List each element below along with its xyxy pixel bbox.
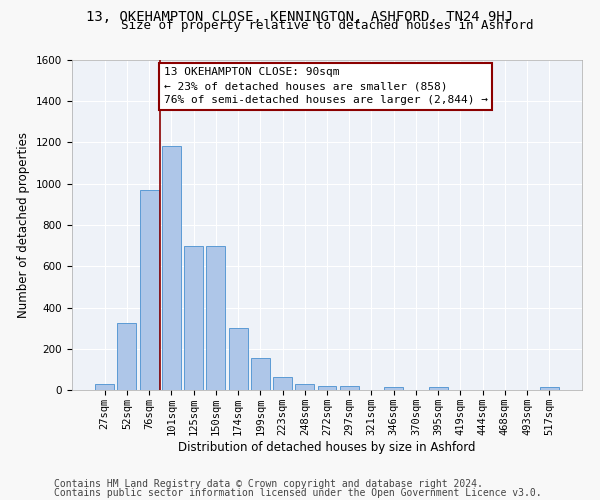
Text: Contains public sector information licensed under the Open Government Licence v3: Contains public sector information licen… [54, 488, 542, 498]
Bar [184, 246, 203, 390]
Text: 13 OKEHAMPTON CLOSE: 90sqm
← 23% of detached houses are smaller (858)
76% of sem: 13 OKEHAMPTON CLOSE: 90sqm ← 23% of deta… [164, 67, 488, 105]
Text: Contains HM Land Registry data © Crown copyright and database right 2024.: Contains HM Land Registry data © Crown c… [54, 479, 483, 489]
Bar [118, 323, 136, 390]
Bar [95, 384, 114, 390]
Text: 13, OKEHAMPTON CLOSE, KENNINGTON, ASHFORD, TN24 9HJ: 13, OKEHAMPTON CLOSE, KENNINGTON, ASHFOR… [86, 10, 514, 24]
Bar [162, 146, 181, 390]
Bar [251, 358, 270, 390]
Bar [273, 376, 292, 390]
Bar [140, 190, 158, 390]
Bar [429, 387, 448, 390]
Bar [206, 246, 225, 390]
Title: Size of property relative to detached houses in Ashford: Size of property relative to detached ho… [121, 20, 533, 32]
Bar [340, 386, 359, 390]
Bar [540, 387, 559, 390]
Bar [317, 386, 337, 390]
Bar [229, 328, 248, 390]
Bar [384, 387, 403, 390]
Y-axis label: Number of detached properties: Number of detached properties [17, 132, 31, 318]
Bar [295, 384, 314, 390]
X-axis label: Distribution of detached houses by size in Ashford: Distribution of detached houses by size … [178, 440, 476, 454]
